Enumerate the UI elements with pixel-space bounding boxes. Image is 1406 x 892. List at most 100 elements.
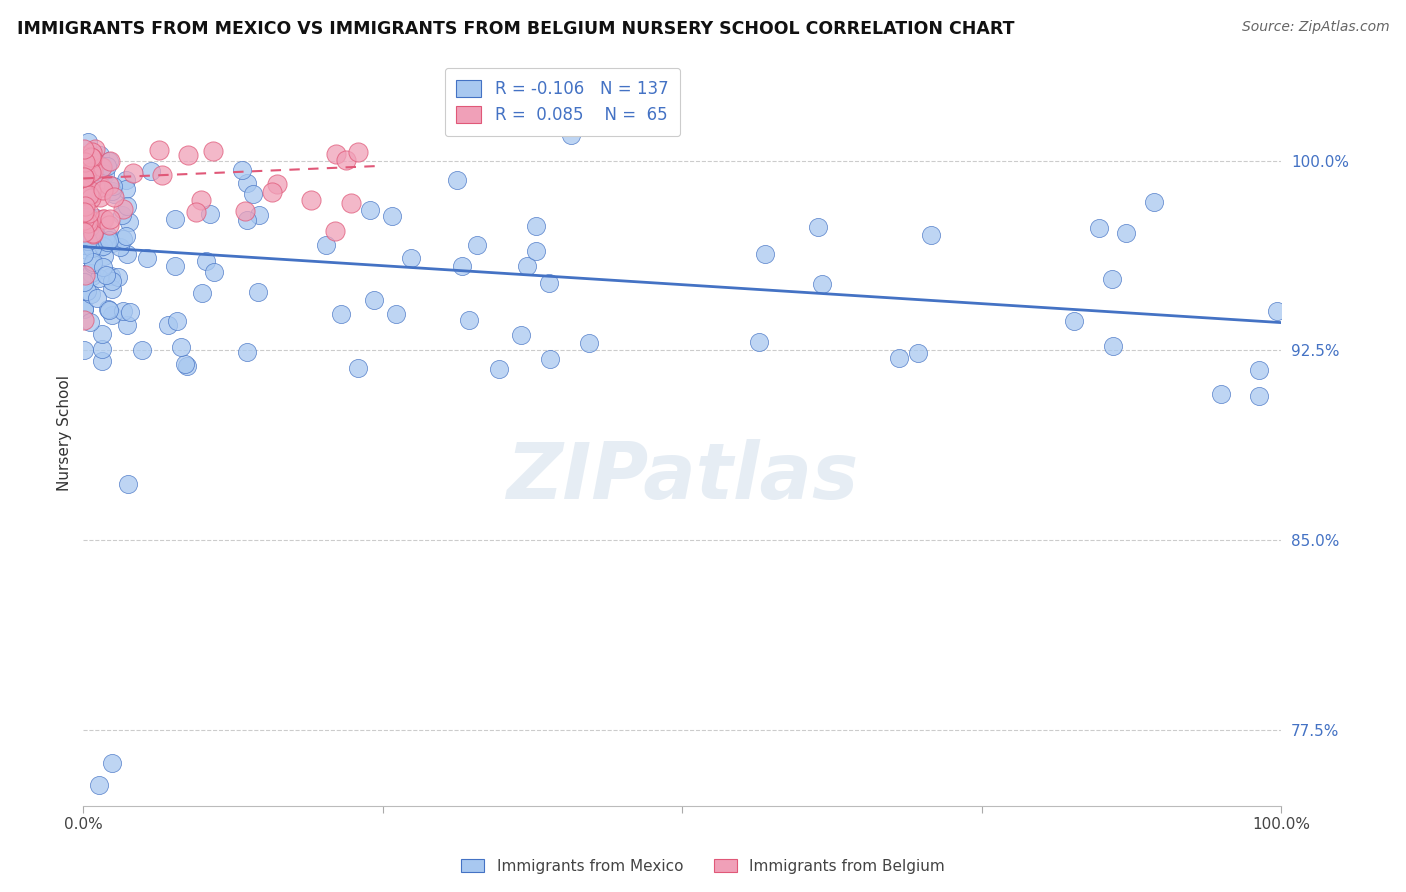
Point bbox=[77, 171, 100, 186]
Point bbox=[108, 240, 131, 254]
Point bbox=[101, 236, 124, 251]
Point bbox=[97, 228, 120, 243]
Point bbox=[73, 161, 96, 176]
Point bbox=[84, 211, 107, 226]
Point bbox=[101, 756, 124, 770]
Point bbox=[73, 247, 96, 261]
Point bbox=[73, 225, 96, 239]
Point bbox=[82, 257, 104, 271]
Point bbox=[91, 184, 114, 198]
Point bbox=[76, 237, 98, 252]
Point bbox=[177, 148, 200, 162]
Point bbox=[73, 170, 96, 185]
Point bbox=[73, 275, 96, 289]
Point bbox=[82, 151, 104, 165]
Point bbox=[148, 143, 170, 157]
Point bbox=[80, 145, 103, 159]
Point bbox=[76, 243, 98, 257]
Point bbox=[84, 142, 107, 156]
Point bbox=[233, 203, 256, 218]
Point bbox=[73, 192, 96, 206]
Point bbox=[166, 314, 188, 328]
Point bbox=[76, 190, 98, 204]
Point bbox=[75, 155, 97, 169]
Point bbox=[578, 335, 600, 350]
Point bbox=[90, 354, 112, 368]
Point bbox=[97, 303, 120, 318]
Point bbox=[242, 186, 264, 201]
Point bbox=[73, 237, 96, 252]
Point bbox=[107, 270, 129, 285]
Point bbox=[323, 224, 346, 238]
Point bbox=[77, 157, 100, 171]
Point bbox=[93, 212, 115, 227]
Point bbox=[73, 170, 96, 185]
Point bbox=[83, 170, 105, 185]
Point bbox=[76, 235, 98, 249]
Point bbox=[96, 268, 118, 282]
Point bbox=[115, 173, 138, 187]
Point bbox=[363, 293, 385, 307]
Point bbox=[73, 149, 96, 163]
Point bbox=[451, 259, 474, 273]
Point bbox=[114, 229, 136, 244]
Point bbox=[110, 208, 132, 222]
Point bbox=[524, 219, 547, 233]
Point bbox=[89, 148, 111, 162]
Point bbox=[80, 215, 103, 229]
Point bbox=[96, 160, 118, 174]
Y-axis label: Nursery School: Nursery School bbox=[58, 375, 72, 491]
Point bbox=[1115, 227, 1137, 241]
Point bbox=[80, 154, 103, 169]
Point bbox=[1063, 314, 1085, 328]
Point bbox=[101, 274, 124, 288]
Point bbox=[446, 173, 468, 187]
Point bbox=[97, 154, 120, 169]
Point bbox=[80, 164, 103, 178]
Point bbox=[79, 220, 101, 235]
Point bbox=[118, 305, 141, 319]
Point bbox=[82, 227, 104, 242]
Point bbox=[73, 157, 96, 171]
Point bbox=[73, 267, 96, 281]
Point bbox=[77, 210, 100, 224]
Point bbox=[80, 191, 103, 205]
Point bbox=[112, 202, 135, 216]
Point bbox=[93, 212, 115, 227]
Point bbox=[73, 173, 96, 187]
Point bbox=[115, 181, 138, 195]
Point bbox=[87, 778, 110, 792]
Point bbox=[121, 166, 143, 180]
Point bbox=[101, 308, 124, 322]
Point bbox=[190, 193, 212, 207]
Point bbox=[359, 203, 381, 218]
Point bbox=[231, 163, 253, 178]
Point bbox=[98, 233, 121, 247]
Point bbox=[77, 206, 100, 220]
Point bbox=[84, 227, 107, 242]
Point bbox=[887, 351, 910, 365]
Point bbox=[73, 205, 96, 219]
Point bbox=[73, 313, 96, 327]
Point bbox=[96, 235, 118, 249]
Point bbox=[260, 186, 283, 200]
Point bbox=[103, 187, 125, 202]
Point bbox=[186, 204, 208, 219]
Point bbox=[97, 219, 120, 233]
Point bbox=[174, 357, 197, 371]
Point bbox=[75, 166, 97, 180]
Point bbox=[82, 268, 104, 283]
Point bbox=[748, 334, 770, 349]
Text: ZIPatlas: ZIPatlas bbox=[506, 440, 858, 516]
Point bbox=[73, 186, 96, 200]
Point bbox=[135, 251, 157, 265]
Legend: Immigrants from Mexico, Immigrants from Belgium: Immigrants from Mexico, Immigrants from … bbox=[456, 853, 950, 880]
Point bbox=[907, 346, 929, 360]
Point bbox=[79, 212, 101, 227]
Point bbox=[150, 168, 173, 182]
Point bbox=[76, 284, 98, 298]
Point bbox=[202, 145, 225, 159]
Point bbox=[510, 328, 533, 343]
Point bbox=[82, 164, 104, 178]
Point bbox=[340, 195, 363, 210]
